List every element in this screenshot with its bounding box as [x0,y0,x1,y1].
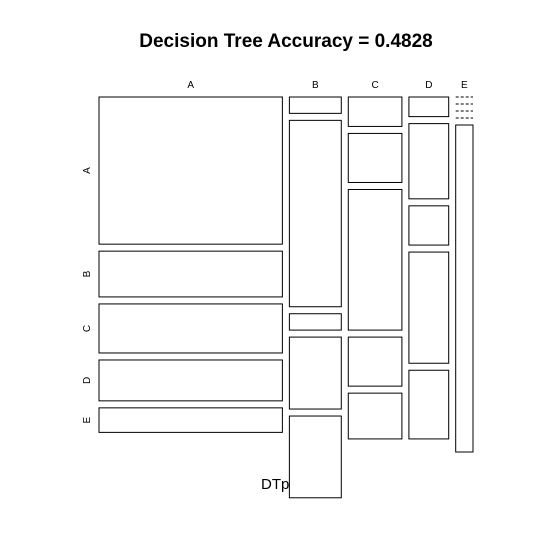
cell-d-e [408,369,450,440]
y-tick-label-a: A [82,167,93,174]
cell-a-e [98,407,283,433]
chart-title: Decision Tree Accuracy = 0.4828 [139,31,432,52]
cell-c-e [347,392,403,440]
cell-d-b [408,123,450,200]
cell-b-d [288,336,342,410]
x-tick-label-e: E [461,80,468,91]
x-tick-label-c: C [371,80,378,91]
x-tick-labels: A B C D E [187,80,468,91]
cell-a-b [98,250,283,298]
cell-d-d [408,251,450,364]
x-tick-label-b: B [312,80,319,91]
cell-e-e [455,124,474,453]
y-tick-labels: A B C D E [82,167,93,424]
cell-c-a [347,96,403,127]
y-tick-label-b: B [82,270,93,277]
cell-d-c [408,205,450,246]
y-tick-label-e: E [82,416,93,423]
cell-d-a [408,96,450,118]
cell-c-c [347,188,403,331]
cell-b-a [288,96,342,114]
y-tick-label-c: C [82,325,93,332]
cell-a-d [98,359,283,402]
mosaic-cells [98,96,474,499]
x-tick-label-d: D [425,80,432,91]
cell-b-c [288,313,342,331]
cell-c-b [347,132,403,183]
cell-c-d [347,336,403,387]
cell-a-a [98,96,283,245]
cell-b-e [288,415,342,499]
cell-a-c [98,303,283,354]
cell-b-b [288,119,342,308]
x-tick-label-a: A [187,80,194,91]
y-tick-label-d: D [82,377,93,384]
